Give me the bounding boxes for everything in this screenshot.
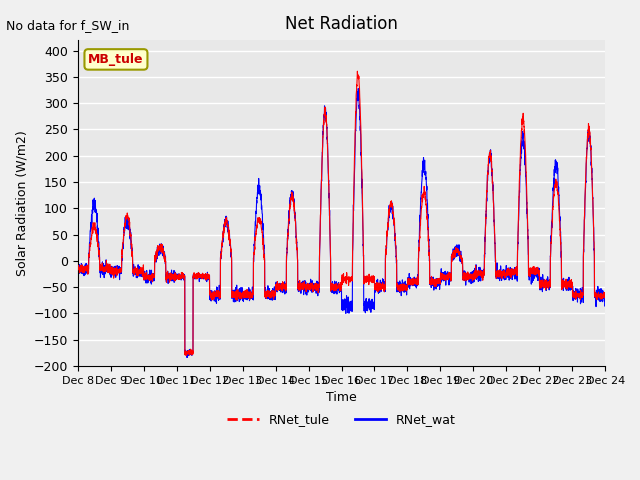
X-axis label: Time: Time xyxy=(326,391,357,404)
Text: MB_tule: MB_tule xyxy=(88,53,144,66)
Legend: RNet_tule, RNet_wat: RNet_tule, RNet_wat xyxy=(222,408,461,432)
Title: Net Radiation: Net Radiation xyxy=(285,15,398,33)
Text: No data for f_SW_in: No data for f_SW_in xyxy=(6,19,130,32)
Y-axis label: Solar Radiation (W/m2): Solar Radiation (W/m2) xyxy=(15,130,28,276)
